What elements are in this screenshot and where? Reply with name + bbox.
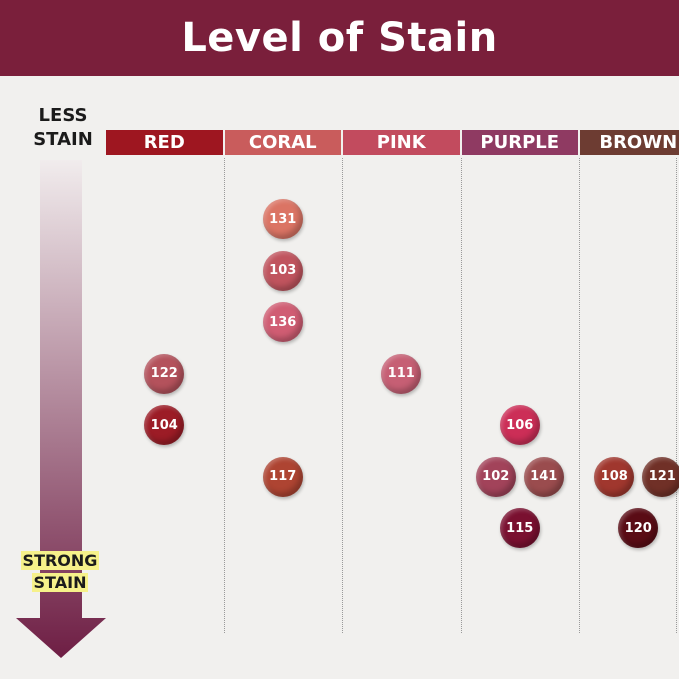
column-header-brown: BROWN — [580, 130, 679, 155]
shade-swatch-121: 121 — [642, 456, 679, 497]
strong-label-line1: STRONG — [20, 551, 100, 570]
column-header-purple: PURPLE — [461, 130, 578, 155]
column-divider — [676, 158, 677, 633]
column-header-pink: PINK — [343, 130, 460, 155]
column-divider — [579, 158, 580, 633]
column-divider — [223, 158, 225, 633]
column-divider — [460, 158, 462, 633]
shade-swatch-117: 117 — [262, 456, 303, 497]
shade-swatch-103: 103 — [262, 250, 303, 291]
shade-swatch-111: 111 — [381, 353, 422, 394]
less-stain-label: LESS STAIN — [33, 105, 93, 150]
strong-stain-label: STRONG STAIN — [10, 550, 110, 594]
shade-swatch-104: 104 — [144, 405, 185, 445]
shade-swatch-108: 108 — [594, 456, 635, 497]
column-header-red: RED — [106, 130, 223, 155]
shade-swatch-131: 131 — [262, 199, 303, 239]
shade-swatch-115: 115 — [499, 508, 540, 548]
page-title: Level of Stain — [181, 15, 498, 61]
shade-swatch-106: 106 — [499, 405, 540, 445]
column-divider — [342, 158, 343, 633]
title-banner: Level of Stain — [0, 0, 679, 76]
shade-swatch-136: 136 — [262, 302, 303, 342]
shade-swatch-122: 122 — [144, 353, 185, 394]
strong-label-line2: STAIN — [31, 573, 89, 592]
shade-swatch-120: 120 — [618, 508, 659, 548]
shade-swatch-141: 141 — [523, 456, 564, 497]
stain-direction-arrow — [16, 160, 106, 658]
column-header-coral: CORAL — [224, 130, 341, 155]
shade-swatch-102: 102 — [475, 456, 516, 497]
